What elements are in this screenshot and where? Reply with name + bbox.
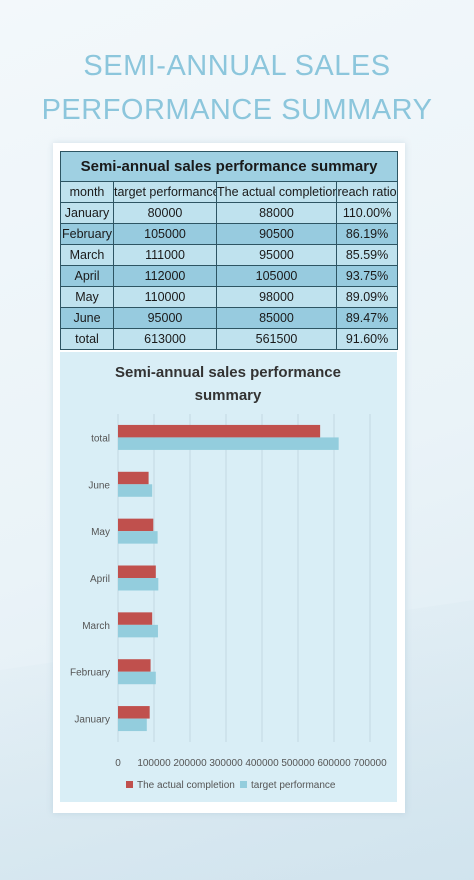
cell-month[interactable]: March	[60, 244, 114, 266]
table-row: March 111000 95000 85.59%	[60, 244, 399, 266]
cell-month[interactable]: total	[60, 328, 114, 350]
bar-actual-completion	[118, 565, 156, 578]
table-row: January 80000 88000 110.00%	[60, 202, 399, 224]
table-header-row: month target performance The actual comp…	[60, 181, 399, 203]
cell-ratio[interactable]: 93.75%	[335, 265, 399, 287]
cell-actual[interactable]: 98000	[216, 286, 337, 308]
header-ratio[interactable]: reach ratio	[335, 181, 399, 203]
cell-actual[interactable]: 95000	[216, 244, 337, 266]
bar-actual-completion	[118, 518, 154, 532]
y-category-label: May	[91, 527, 110, 538]
x-tick-label: 300000	[209, 758, 243, 769]
bar-target-performance	[118, 671, 156, 685]
x-tick-label: 600000	[317, 758, 351, 769]
bar-actual-completion	[118, 706, 150, 719]
header-actual[interactable]: The actual completion	[216, 181, 337, 203]
cell-ratio[interactable]: 110.00%	[335, 202, 399, 224]
page-title-line-1: SEMI-ANNUAL SALES	[83, 50, 391, 82]
table-row: February 105000 90500 86.19%	[60, 223, 399, 245]
table-row: May 110000 98000 89.09%	[60, 286, 399, 308]
legend-label: target performance	[251, 780, 336, 791]
y-category-label: April	[90, 574, 110, 585]
chart-title-line-2: summary	[195, 387, 262, 404]
bar-chart: Semi-annual sales performance summary 0 1…	[70, 364, 387, 791]
gridlines	[117, 414, 371, 742]
cell-actual[interactable]: 85000	[216, 307, 337, 329]
cell-actual[interactable]: 561500	[216, 328, 337, 350]
legend: The actual completion target performance	[126, 780, 336, 791]
cell-ratio[interactable]: 89.09%	[335, 286, 399, 308]
y-category-label: February	[70, 668, 110, 679]
cell-target[interactable]: 111000	[113, 244, 217, 266]
table-title[interactable]: Semi-annual sales performance summary	[59, 151, 399, 182]
chart-title-line-1: Semi-annual sales performance	[115, 364, 341, 381]
bars	[118, 424, 339, 732]
bar-target-performance	[118, 624, 158, 638]
axis-labels: 0 100000 200000 300000 400000 500000 600000 700…	[70, 433, 387, 769]
header-month[interactable]: month	[60, 181, 114, 203]
cell-actual[interactable]: 105000	[216, 265, 337, 287]
bar-target-performance	[118, 718, 147, 732]
y-category-label: March	[82, 621, 110, 632]
page-title: SEMI-ANNUAL SALES PERFORMANCE SUMMARY	[0, 44, 474, 132]
legend-label: The actual completion	[137, 780, 235, 791]
chart-panel[interactable]: Semi-annual sales performance summary 0 1…	[60, 352, 397, 802]
header-target[interactable]: target performance	[113, 181, 217, 203]
legend-swatch	[240, 781, 247, 788]
table-row: April 112000 105000 93.75%	[60, 265, 399, 287]
cell-target[interactable]: 80000	[113, 202, 217, 224]
cell-actual[interactable]: 90500	[216, 223, 337, 245]
bar-target-performance	[118, 484, 153, 497]
table-row: total 613000 561500 91.60%	[60, 328, 399, 350]
cell-target[interactable]: 112000	[113, 265, 217, 287]
page-title-line-2: PERFORMANCE SUMMARY	[41, 94, 433, 126]
cell-ratio[interactable]: 85.59%	[335, 244, 399, 266]
cell-month[interactable]: April	[60, 265, 114, 287]
cell-ratio[interactable]: 86.19%	[335, 223, 399, 245]
cell-month[interactable]: June	[60, 307, 114, 329]
y-category-label: total	[91, 433, 110, 444]
cell-target[interactable]: 95000	[113, 307, 217, 329]
cell-month[interactable]: January	[60, 202, 114, 224]
bar-target-performance	[118, 578, 159, 591]
bar-target-performance	[118, 437, 339, 450]
y-category-label: January	[74, 715, 110, 726]
summary-table: Semi-annual sales performance summary mo…	[59, 151, 399, 350]
x-tick-label: 200000	[173, 758, 207, 769]
cell-month[interactable]: February	[60, 223, 114, 245]
cell-actual[interactable]: 88000	[216, 202, 337, 224]
cell-target[interactable]: 613000	[113, 328, 217, 350]
bar-target-performance	[118, 531, 158, 544]
cell-ratio[interactable]: 91.60%	[335, 328, 399, 350]
bar-actual-completion	[118, 424, 321, 438]
table-row: June 95000 85000 89.47%	[60, 307, 399, 329]
cell-target[interactable]: 105000	[113, 223, 217, 245]
cell-ratio[interactable]: 89.47%	[335, 307, 399, 329]
x-tick-label: 100000	[137, 758, 171, 769]
x-tick-label: 700000	[353, 758, 387, 769]
bar-actual-completion	[118, 612, 153, 625]
x-tick-label: 400000	[245, 758, 279, 769]
bar-actual-completion	[118, 471, 149, 485]
legend-swatch	[126, 781, 133, 788]
cell-target[interactable]: 110000	[113, 286, 217, 308]
x-tick-label: 500000	[281, 758, 315, 769]
y-category-label: June	[88, 480, 110, 491]
x-tick-label: 0	[115, 758, 121, 769]
bar-actual-completion	[118, 659, 151, 672]
cell-month[interactable]: May	[60, 286, 114, 308]
